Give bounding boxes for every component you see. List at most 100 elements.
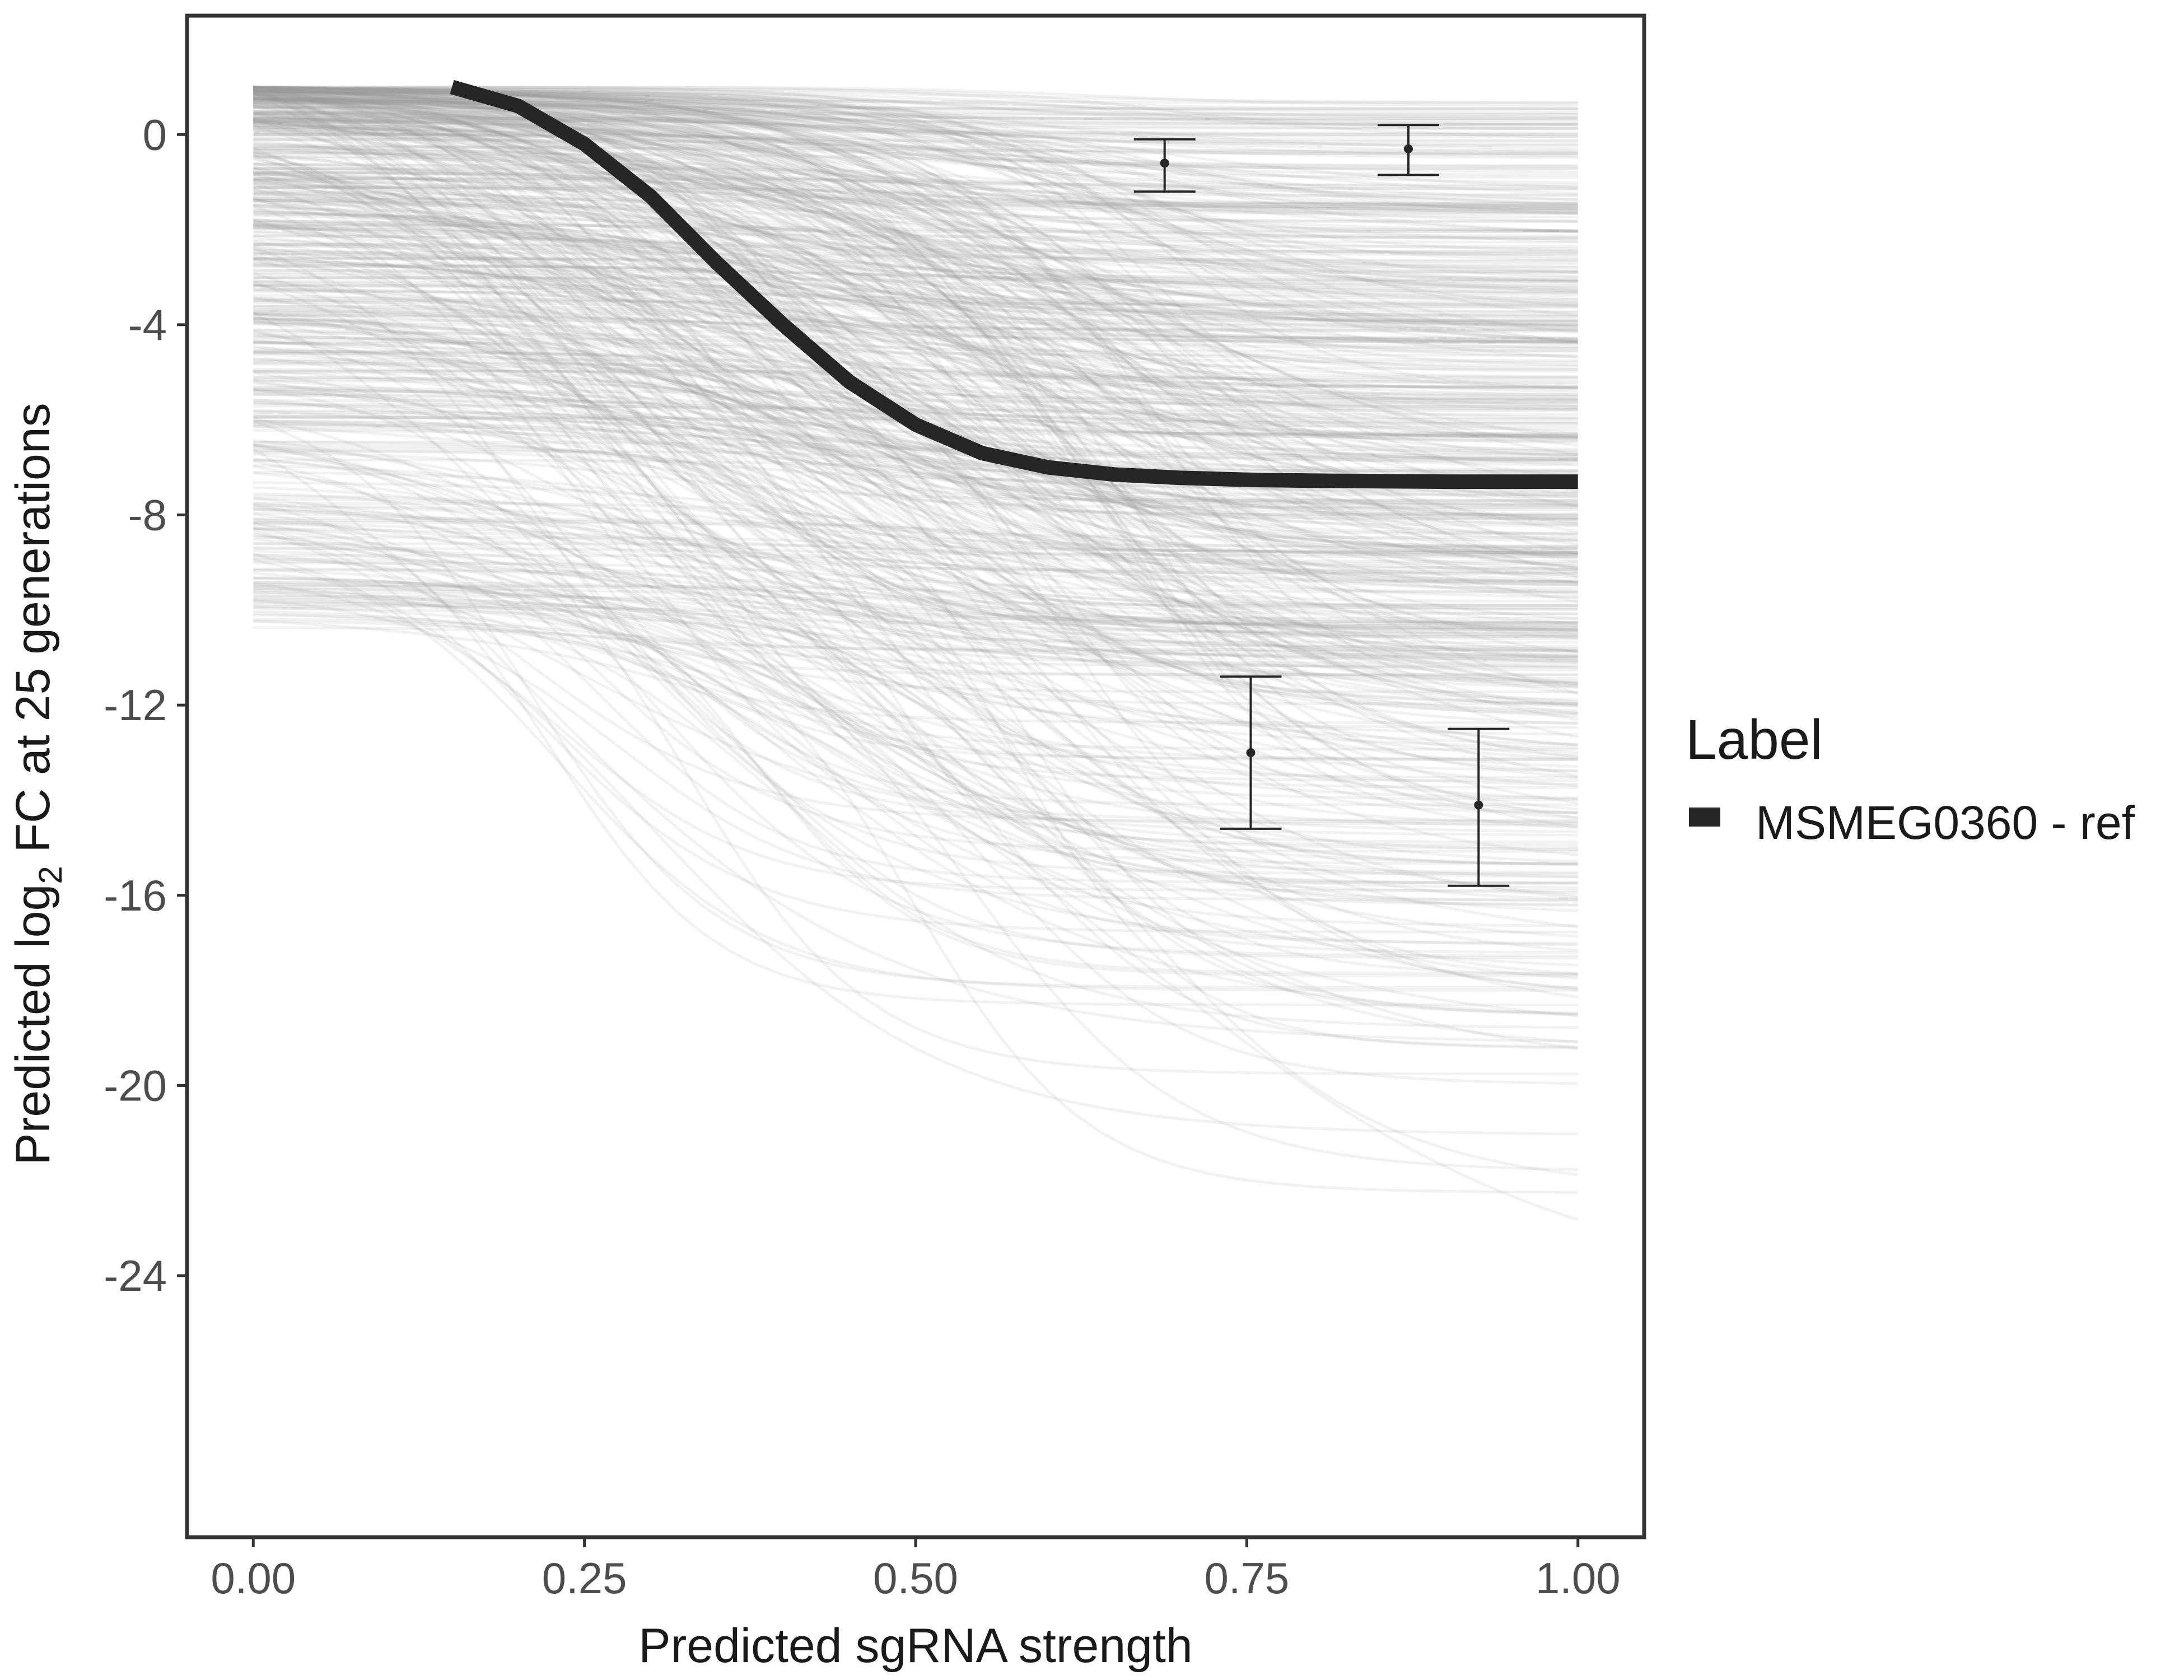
background-curve [253, 316, 1578, 502]
background-curve [253, 257, 1578, 525]
background-curve [253, 112, 1578, 505]
background-curve [253, 148, 1578, 586]
background-curve [253, 370, 1578, 388]
y-tick-label: -16 [104, 871, 167, 920]
background-curve [253, 177, 1578, 505]
background-curve [253, 600, 1578, 801]
background-curve [253, 401, 1578, 600]
background-curve [253, 345, 1578, 472]
background-curve [253, 587, 1578, 620]
background-curve [253, 91, 1578, 571]
background-curve [253, 116, 1578, 204]
background-curve [253, 147, 1578, 652]
background-curve [253, 582, 1578, 892]
background-curve [253, 419, 1578, 570]
background-curve [253, 316, 1578, 757]
background-curve [253, 213, 1578, 293]
background-curve [253, 90, 1578, 332]
error-bar-point [1160, 158, 1169, 168]
background-curve [253, 549, 1578, 650]
background-curve [253, 85, 1578, 232]
background-curve [253, 120, 1578, 358]
background-curve [253, 444, 1578, 624]
background-curve [253, 128, 1578, 223]
background-curve [253, 103, 1579, 344]
background-curve [253, 195, 1578, 285]
background-curve [253, 138, 1578, 156]
background-curve [253, 86, 1578, 641]
background-curve [253, 103, 1578, 542]
background-curve [253, 97, 1578, 283]
background-curve [253, 154, 1578, 506]
background-curve [253, 558, 1578, 992]
background-curve [253, 458, 1578, 1076]
background-curve [253, 497, 1578, 615]
background-curve [253, 317, 1578, 558]
background-curve [253, 193, 1578, 328]
background-curve [253, 121, 1578, 525]
background-curve [253, 200, 1578, 535]
background-curve [253, 554, 1578, 659]
background-curve [253, 158, 1578, 660]
background-curve [253, 507, 1578, 844]
background-curve [253, 178, 1578, 329]
background-curve [253, 142, 1578, 288]
background-curve [253, 166, 1578, 343]
background-curve [253, 105, 1578, 473]
background-curve [253, 101, 1578, 233]
background-curve [253, 234, 1578, 254]
background-curve [253, 322, 1578, 357]
background-curve [253, 186, 1578, 773]
x-tick-label: 1.00 [1536, 1553, 1621, 1603]
background-curve [253, 349, 1578, 976]
background-curve [253, 203, 1578, 829]
background-curve [253, 220, 1578, 444]
background-curve [253, 375, 1578, 874]
background-curve [253, 517, 1578, 587]
background-curve [253, 119, 1578, 208]
background-curve [253, 249, 1578, 379]
background-curve [253, 119, 1579, 563]
background-curve [253, 186, 1578, 214]
background-curve [253, 301, 1578, 411]
background-curve [253, 319, 1578, 343]
background-curve [253, 154, 1578, 662]
background-curve [253, 245, 1578, 343]
background-curve [253, 97, 1578, 516]
background-curve [253, 470, 1578, 629]
background-curve [253, 223, 1578, 262]
background-curve [253, 174, 1578, 689]
background-curve [253, 416, 1578, 584]
background-curve [253, 94, 1578, 554]
background-curve [253, 156, 1578, 190]
background-curve [253, 105, 1578, 307]
background-curve [253, 170, 1578, 542]
background-curve [253, 93, 1578, 343]
background-curve [253, 626, 1578, 1085]
background-curve [253, 284, 1578, 438]
background-curve [253, 502, 1578, 833]
background-curve [253, 134, 1578, 152]
background-curve [253, 110, 1578, 195]
background-curve [253, 242, 1578, 819]
background-curve [253, 177, 1578, 200]
background-curve [253, 284, 1578, 373]
background-curve [253, 452, 1578, 632]
background-curve [253, 95, 1578, 211]
background-curve [253, 238, 1578, 556]
background-curve [253, 312, 1578, 555]
background-curve [253, 103, 1578, 685]
background-curve [253, 317, 1578, 657]
background-curve [253, 204, 1578, 521]
background-curve [253, 245, 1578, 607]
background-curve [253, 359, 1578, 633]
background-curve [253, 152, 1578, 174]
background-curve [253, 517, 1578, 912]
background-curve [253, 585, 1578, 624]
x-tick-label: 0.25 [542, 1553, 627, 1603]
background-curve [253, 298, 1578, 320]
background-curve [253, 332, 1578, 754]
background-curve [253, 126, 1579, 570]
background-curve [253, 186, 1578, 330]
